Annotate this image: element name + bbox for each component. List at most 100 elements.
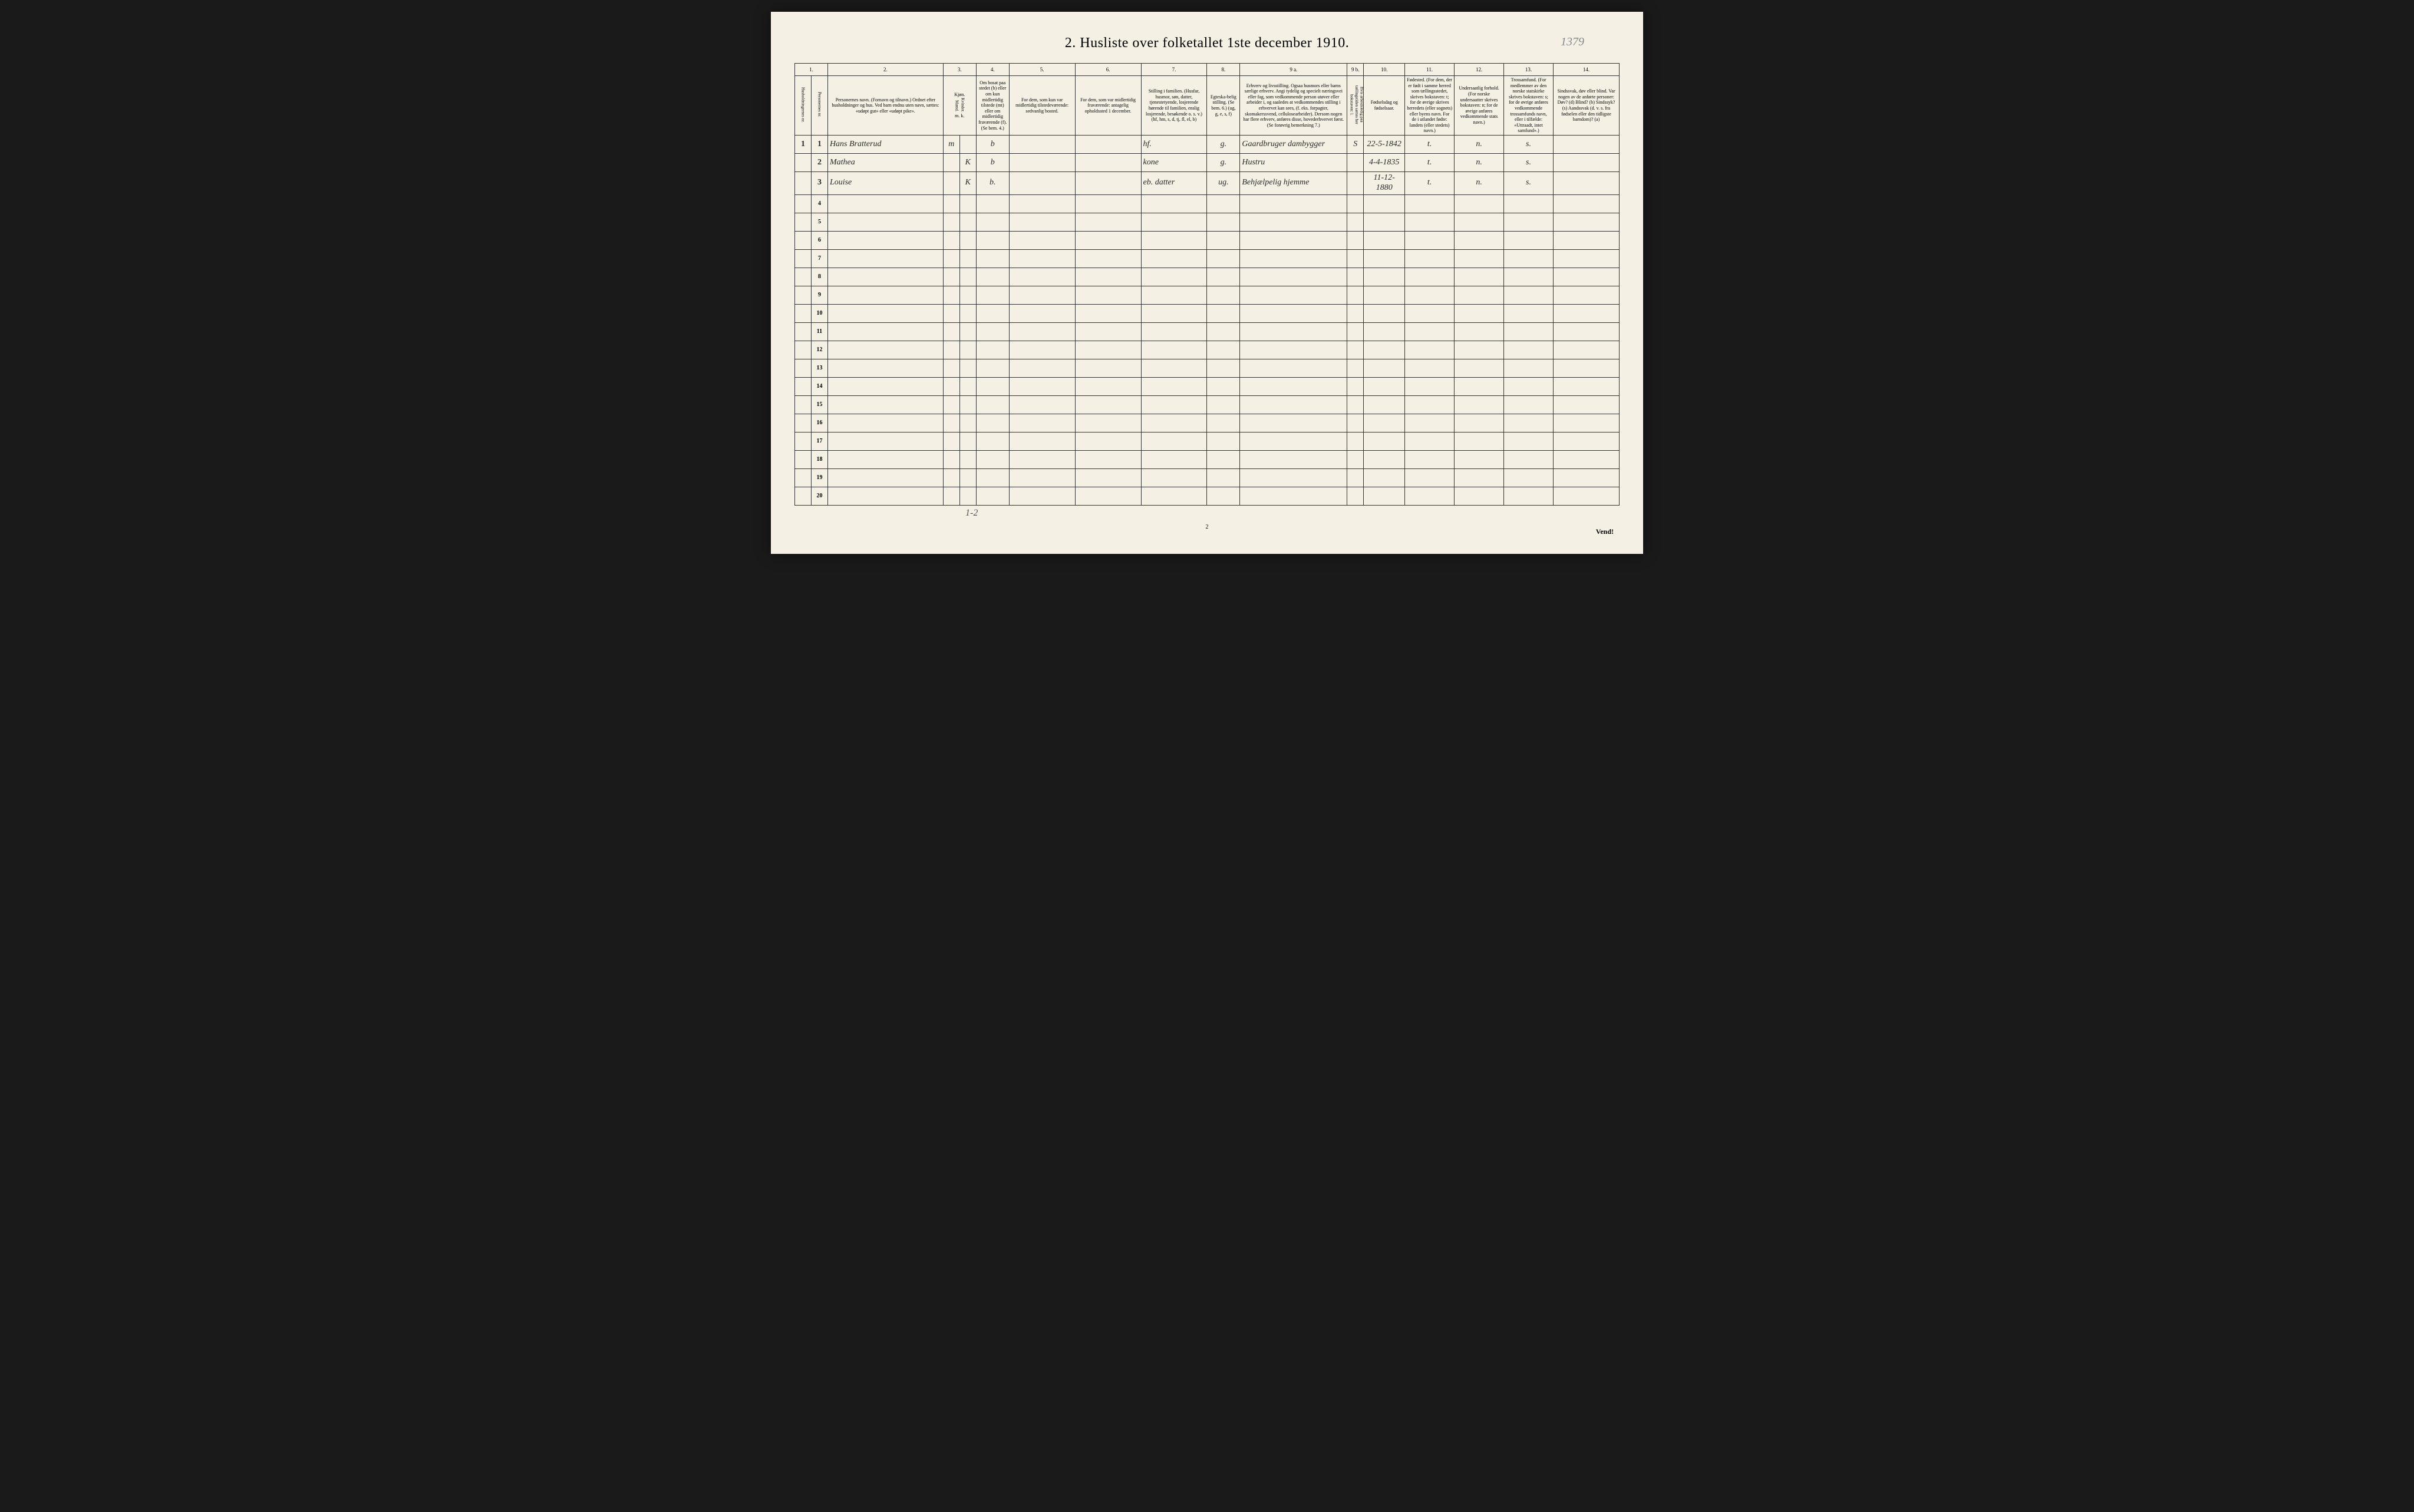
hdr-c12: Undersaatlig forhold. (For norske unders… xyxy=(1455,76,1504,136)
cell-empty xyxy=(1553,395,1619,414)
table-row-empty: 5 xyxy=(795,213,1620,231)
cell-empty xyxy=(1347,322,1364,341)
cell-empty xyxy=(943,432,959,450)
cell-empty xyxy=(1504,341,1554,359)
cell-empty xyxy=(1364,231,1405,249)
cell-pn: 19 xyxy=(811,468,827,487)
cell-empty xyxy=(827,359,943,377)
cell-empty xyxy=(1207,213,1240,231)
hdr-pn: Personernes nr. xyxy=(811,76,827,136)
cell-empty xyxy=(827,450,943,468)
hdr-c8: Egteska-belig stilling. (Se bem. 6.) (ug… xyxy=(1207,76,1240,136)
cell-c14 xyxy=(1553,135,1619,153)
cell-stilling: hf. xyxy=(1141,135,1207,153)
cell-hh: 1 xyxy=(795,135,812,153)
cell-empty xyxy=(959,231,976,249)
cell-empty xyxy=(1455,359,1504,377)
cell-empty xyxy=(1405,231,1455,249)
cell-pn: 14 xyxy=(811,377,827,395)
cell-empty xyxy=(1553,341,1619,359)
cell-empty xyxy=(976,286,1009,304)
cell-erhverv: Hustru xyxy=(1240,153,1347,171)
cell-empty xyxy=(959,359,976,377)
cell-empty xyxy=(943,377,959,395)
cell-empty xyxy=(1075,432,1141,450)
cell-empty xyxy=(959,450,976,468)
cell-c9b xyxy=(1347,153,1364,171)
cell-empty xyxy=(943,194,959,213)
cell-empty xyxy=(1347,304,1364,322)
cell-empty xyxy=(959,395,976,414)
table-row: 3LouiseKb.eb. datterug.Behjælpelig hjemm… xyxy=(795,171,1620,194)
cell-fodested: t. xyxy=(1405,171,1455,194)
cell-empty xyxy=(1405,286,1455,304)
cell-hh xyxy=(795,213,812,231)
cell-empty xyxy=(1141,432,1207,450)
cell-tros: s. xyxy=(1504,153,1554,171)
cell-empty xyxy=(976,249,1009,268)
cell-empty xyxy=(1504,377,1554,395)
cell-empty xyxy=(1009,322,1075,341)
cell-empty xyxy=(827,414,943,432)
cell-c6 xyxy=(1075,171,1141,194)
cell-fodt: 11-12-1880 xyxy=(1364,171,1405,194)
cell-empty xyxy=(1207,377,1240,395)
cell-empty xyxy=(1009,304,1075,322)
cell-name: Hans Bratterud xyxy=(827,135,943,153)
cell-fodested: t. xyxy=(1405,135,1455,153)
cell-empty xyxy=(827,322,943,341)
cell-empty xyxy=(1553,231,1619,249)
cell-hh xyxy=(795,304,812,322)
cell-empty xyxy=(1141,450,1207,468)
cell-empty xyxy=(1240,249,1347,268)
table-row-empty: 11 xyxy=(795,322,1620,341)
cell-stilling: kone xyxy=(1141,153,1207,171)
cell-empty xyxy=(1207,231,1240,249)
cell-empty xyxy=(1207,341,1240,359)
cell-empty xyxy=(1405,268,1455,286)
cell-bosat: b. xyxy=(976,171,1009,194)
cell-empty xyxy=(1455,487,1504,505)
cell-empty xyxy=(1455,286,1504,304)
hdr-c14: Sindssvak, døv eller blind. Var nogen av… xyxy=(1553,76,1619,136)
cell-empty xyxy=(827,432,943,450)
cell-empty xyxy=(827,268,943,286)
cell-c5 xyxy=(1009,153,1075,171)
cell-empty xyxy=(1240,432,1347,450)
cell-empty xyxy=(943,249,959,268)
cell-empty xyxy=(1009,268,1075,286)
cell-empty xyxy=(1240,450,1347,468)
cell-pn: 12 xyxy=(811,341,827,359)
cell-empty xyxy=(1405,359,1455,377)
hdr-sex-m: Mænd. xyxy=(954,100,959,112)
cell-empty xyxy=(1405,322,1455,341)
bottom-annotation: 1-2 xyxy=(965,508,978,519)
table-row-empty: 12 xyxy=(795,341,1620,359)
table-row-empty: 19 xyxy=(795,468,1620,487)
hdr-sex: Kjøn. Mænd. Kvinder. m. k. xyxy=(943,76,976,136)
cell-stilling: eb. datter xyxy=(1141,171,1207,194)
cell-empty xyxy=(1207,304,1240,322)
cell-empty xyxy=(943,304,959,322)
cell-empty xyxy=(1455,213,1504,231)
cell-empty xyxy=(943,468,959,487)
cell-empty xyxy=(976,231,1009,249)
table-body: 11Hans Bratterudmbhf.g.Gaardbruger damby… xyxy=(795,135,1620,505)
header-text-row: Husholdningernes nr. Personernes nr. Per… xyxy=(795,76,1620,136)
cell-hh xyxy=(795,231,812,249)
colnum-2: 2. xyxy=(827,64,943,76)
cell-empty xyxy=(943,231,959,249)
cell-empty xyxy=(1075,487,1141,505)
census-table: 1. 2. 3. 4. 5. 6. 7. 8. 9 a. 9 b. 10. 11… xyxy=(794,63,1620,506)
cell-empty xyxy=(1553,377,1619,395)
cell-empty xyxy=(1504,432,1554,450)
colnum-9a: 9 a. xyxy=(1240,64,1347,76)
cell-empty xyxy=(1455,268,1504,286)
cell-empty xyxy=(827,304,943,322)
cell-empty xyxy=(1141,304,1207,322)
cell-empty xyxy=(976,432,1009,450)
hdr-c13: Trossamfund. (For medlemmer av den norsk… xyxy=(1504,76,1554,136)
cell-empty xyxy=(943,268,959,286)
cell-empty xyxy=(1455,395,1504,414)
cell-empty xyxy=(827,377,943,395)
